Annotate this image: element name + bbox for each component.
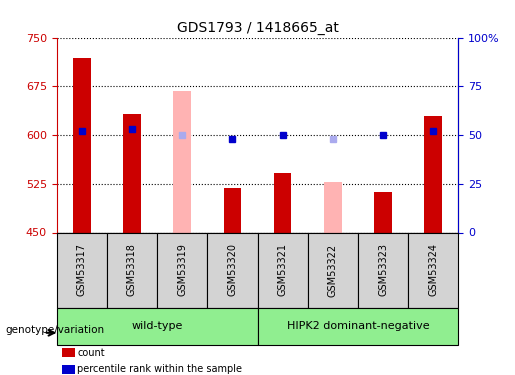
Text: GSM53323: GSM53323 bbox=[378, 243, 388, 297]
Text: wild-type: wild-type bbox=[131, 321, 183, 331]
Bar bbox=[324, 182, 341, 232]
Text: GSM53320: GSM53320 bbox=[228, 243, 237, 297]
Bar bbox=[224, 188, 241, 232]
Text: count: count bbox=[77, 348, 105, 357]
FancyBboxPatch shape bbox=[408, 232, 458, 308]
FancyBboxPatch shape bbox=[358, 232, 408, 308]
Bar bbox=[123, 114, 141, 232]
Title: GDS1793 / 1418665_at: GDS1793 / 1418665_at bbox=[177, 21, 338, 35]
Text: HIPK2 dominant-negative: HIPK2 dominant-negative bbox=[287, 321, 429, 331]
FancyBboxPatch shape bbox=[258, 308, 458, 345]
Bar bbox=[374, 192, 392, 232]
FancyBboxPatch shape bbox=[57, 232, 107, 308]
Text: GSM53321: GSM53321 bbox=[278, 243, 287, 297]
FancyBboxPatch shape bbox=[157, 232, 207, 308]
Text: percentile rank within the sample: percentile rank within the sample bbox=[77, 364, 242, 374]
Bar bbox=[424, 116, 442, 232]
FancyBboxPatch shape bbox=[207, 232, 258, 308]
FancyBboxPatch shape bbox=[307, 232, 358, 308]
Text: GSM53322: GSM53322 bbox=[328, 243, 338, 297]
FancyBboxPatch shape bbox=[57, 308, 258, 345]
Text: GSM53317: GSM53317 bbox=[77, 243, 87, 297]
Text: GSM53324: GSM53324 bbox=[428, 243, 438, 297]
Bar bbox=[73, 58, 91, 232]
Bar bbox=[274, 173, 291, 232]
Text: GSM53319: GSM53319 bbox=[177, 244, 187, 296]
FancyBboxPatch shape bbox=[258, 232, 307, 308]
Text: GSM53318: GSM53318 bbox=[127, 244, 137, 296]
Text: genotype/variation: genotype/variation bbox=[5, 325, 104, 335]
Bar bbox=[174, 91, 191, 232]
FancyBboxPatch shape bbox=[107, 232, 157, 308]
